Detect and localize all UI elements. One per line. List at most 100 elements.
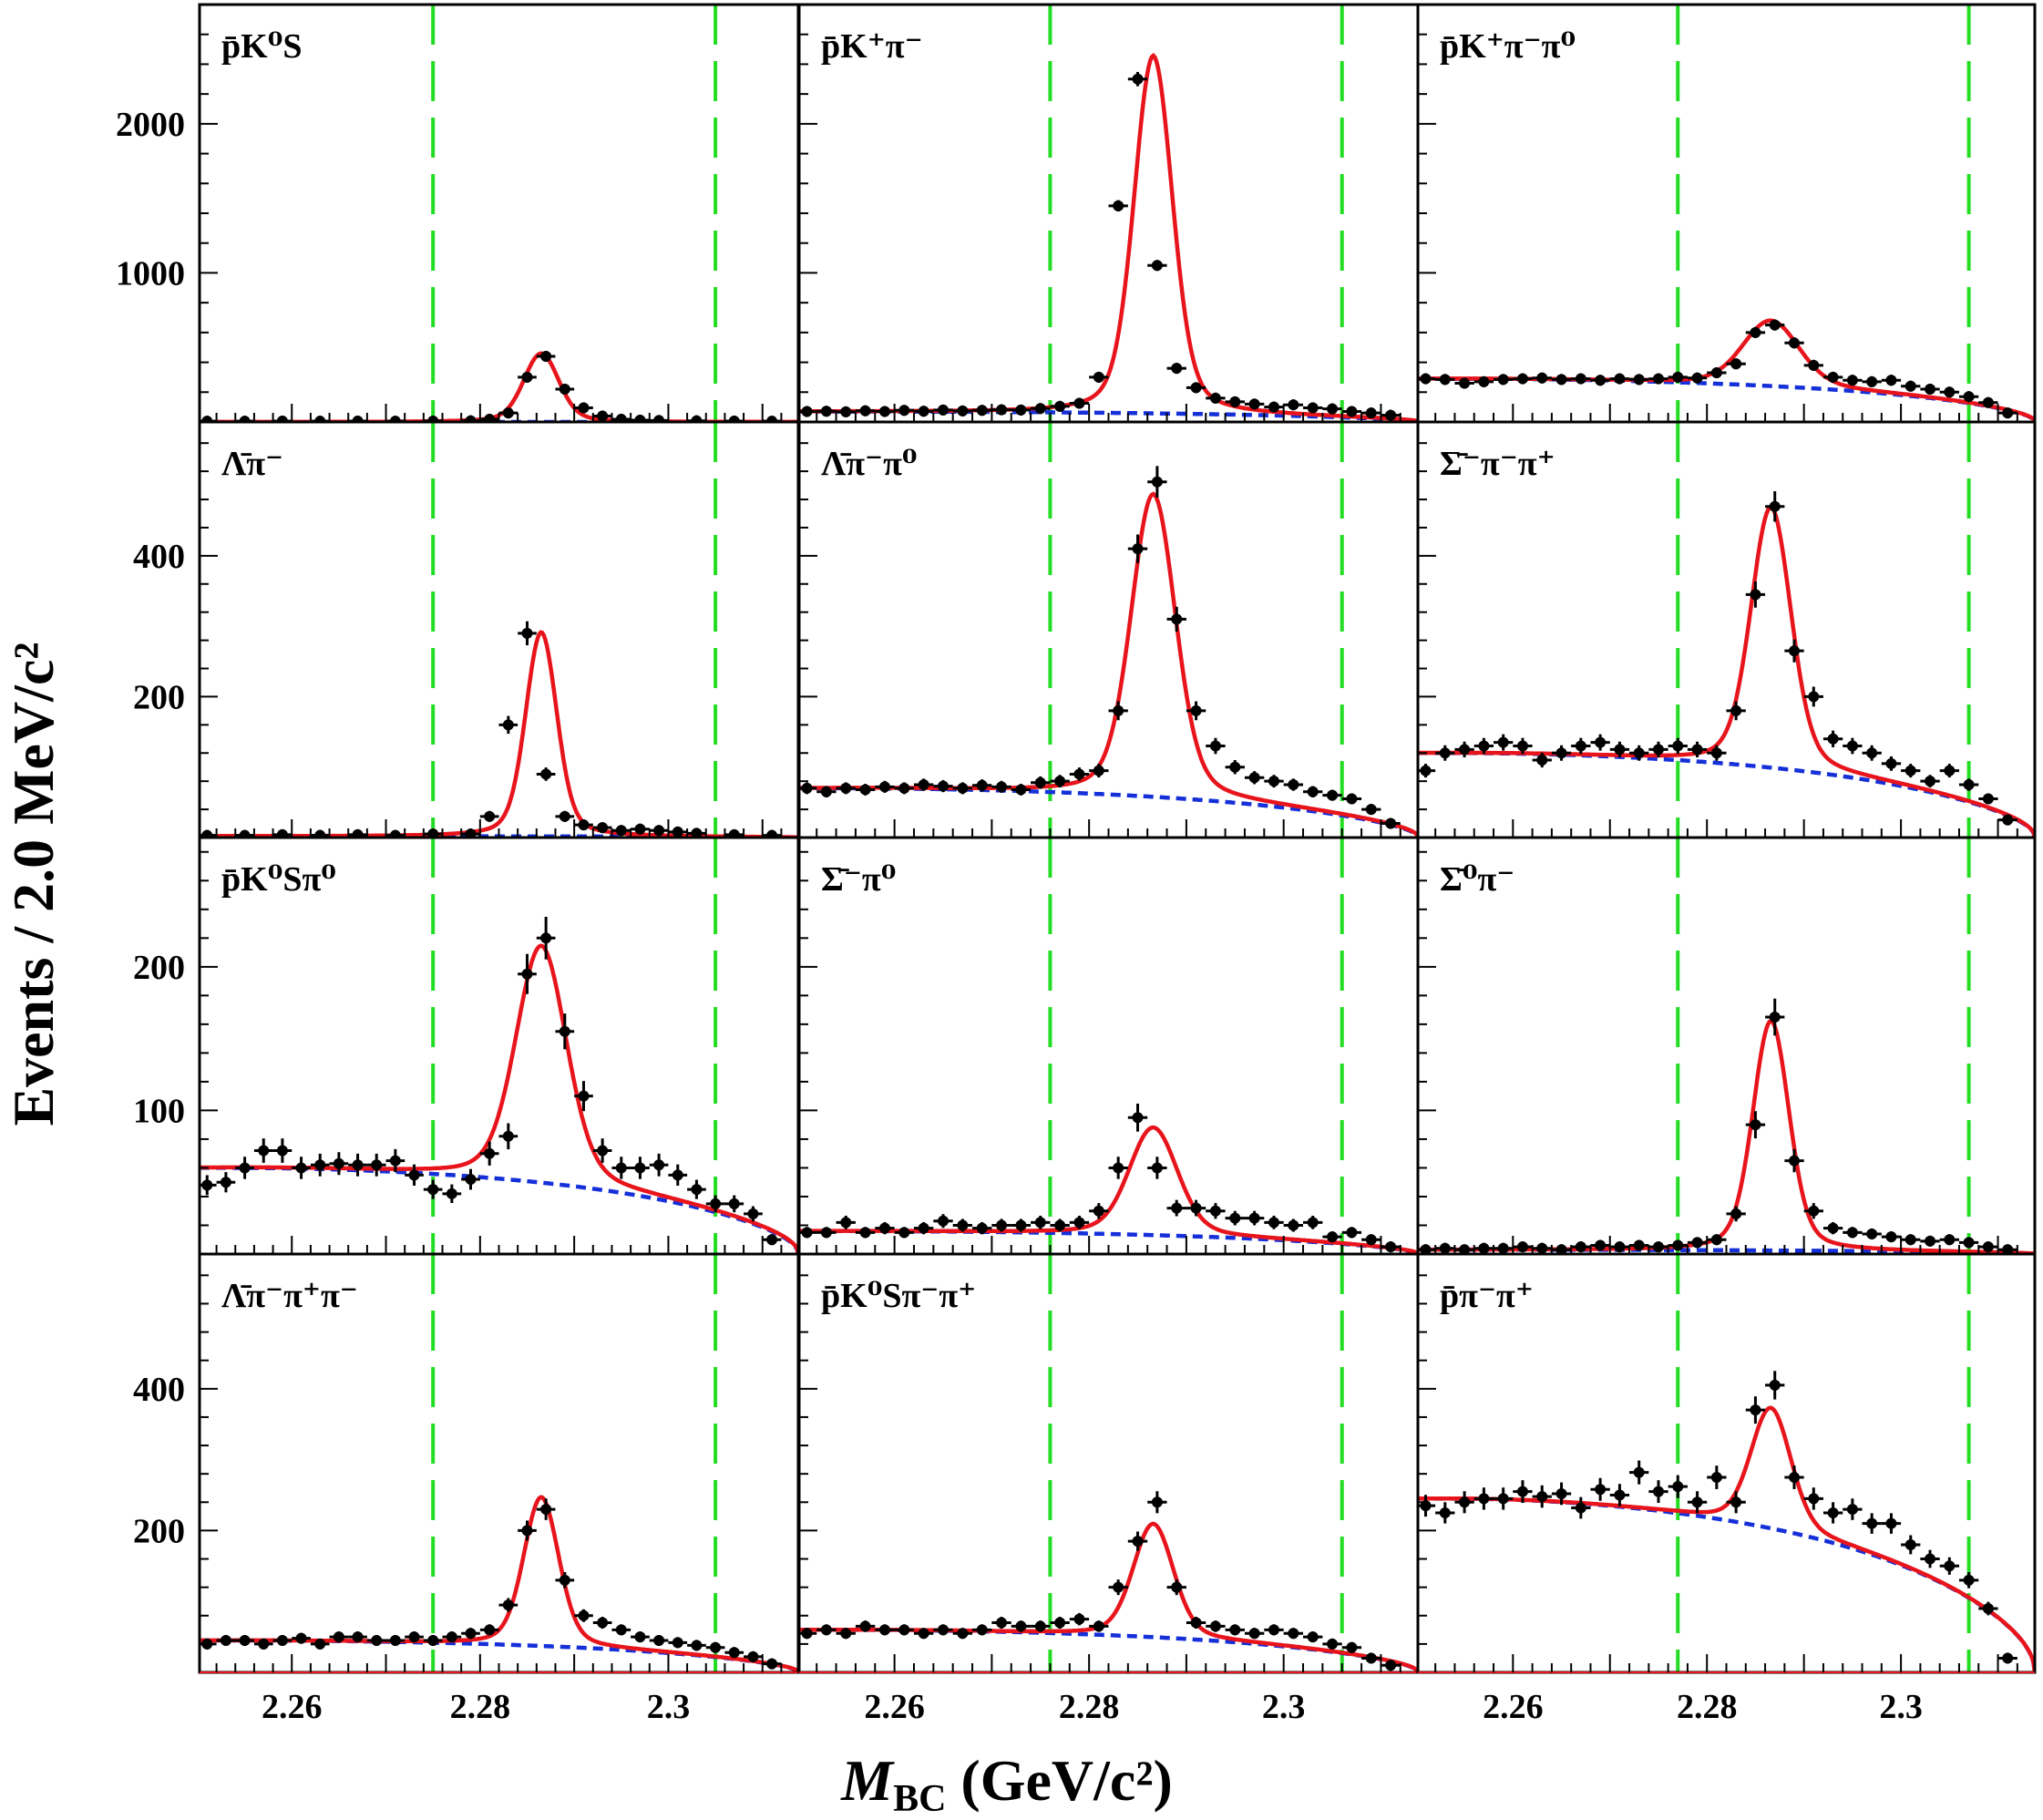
data-point — [972, 1624, 992, 1636]
data-point — [1532, 372, 1552, 384]
data-point — [1707, 745, 1727, 761]
data-point — [423, 1634, 443, 1646]
data-point — [423, 1179, 443, 1199]
data-point — [687, 1640, 706, 1651]
data-point — [1206, 392, 1226, 404]
data-point — [913, 406, 934, 417]
data-point — [933, 404, 953, 416]
data-point — [1186, 1617, 1206, 1630]
data-point — [1473, 1487, 1494, 1510]
data-point — [1668, 1239, 1688, 1251]
data-point — [611, 825, 631, 837]
panel-frame — [1416, 3, 2037, 424]
panel-frame — [198, 420, 800, 839]
data-point — [1901, 1535, 1921, 1555]
data-point — [1862, 1228, 1882, 1239]
data-point — [1822, 1221, 1843, 1235]
data-point — [1707, 367, 1727, 379]
data-point — [216, 1172, 236, 1193]
data-point — [1303, 786, 1323, 797]
data-point — [816, 1227, 837, 1239]
data-point — [1765, 1371, 1785, 1400]
data-point — [498, 1598, 518, 1612]
data-point — [1089, 1203, 1109, 1219]
data-point — [894, 782, 914, 795]
data-point — [1011, 1620, 1032, 1632]
data-point — [972, 405, 992, 416]
plot-area — [799, 1254, 1418, 1672]
panel-title: Λ̄π⁻ — [221, 445, 283, 483]
data-point — [1454, 741, 1474, 758]
data-point — [724, 1647, 744, 1659]
data-point — [705, 1641, 725, 1653]
data-point — [991, 404, 1011, 416]
data-point — [1089, 371, 1109, 383]
data-point — [1089, 764, 1109, 778]
data-point — [631, 1157, 650, 1179]
data-point — [1225, 759, 1245, 775]
data-point — [1920, 775, 1940, 788]
data-point — [1283, 399, 1304, 411]
plot-area — [200, 1254, 798, 1672]
data-point — [1668, 371, 1688, 383]
y-axis-label: Events / 2.0 MeV/c² — [1, 642, 66, 1126]
data-point — [1745, 1396, 1766, 1424]
data-point — [1244, 771, 1265, 785]
data-point — [1264, 1215, 1284, 1229]
data-point — [1687, 1237, 1708, 1249]
data-point — [1609, 1241, 1630, 1253]
data-point — [875, 406, 895, 417]
y-tick-label: 1000 — [116, 254, 185, 293]
data-point — [631, 823, 650, 835]
data-point — [1011, 1218, 1032, 1232]
data-point — [1303, 402, 1323, 414]
data-point — [1513, 737, 1533, 755]
data-point — [1939, 386, 1959, 398]
background-curve — [1418, 1496, 2035, 1672]
data-point — [1322, 789, 1342, 801]
panel-frame — [1416, 1252, 2037, 1674]
data-point — [1186, 382, 1206, 394]
data-point — [1609, 373, 1630, 385]
data-point — [1843, 737, 1863, 755]
data-point — [310, 1638, 330, 1650]
data-point — [200, 1175, 217, 1196]
data-point — [1765, 490, 1785, 522]
data-point — [1435, 745, 1455, 761]
data-point — [705, 1195, 725, 1213]
data-point — [479, 1141, 499, 1166]
panel-frame — [1416, 420, 2037, 839]
data-point — [1648, 1480, 1668, 1504]
data-point — [292, 1632, 311, 1644]
data-point — [1283, 1218, 1304, 1232]
data-point — [1264, 775, 1284, 788]
data-point — [1147, 466, 1167, 499]
fit-curve — [200, 943, 798, 1254]
data-point — [1881, 375, 1902, 386]
panel-frame — [198, 836, 800, 1256]
data-point — [1494, 1242, 1514, 1254]
data-point — [649, 415, 669, 422]
y-tick-label: 400 — [133, 538, 185, 576]
x-tick-label: 2.28 — [1677, 1688, 1738, 1726]
data-point — [1920, 1549, 1940, 1568]
data-point — [1108, 1579, 1128, 1596]
data-point — [1341, 793, 1362, 805]
data-point — [1590, 375, 1610, 386]
data-point — [479, 414, 499, 422]
data-point — [724, 828, 744, 838]
data-point — [272, 1634, 293, 1646]
data-point — [1303, 1631, 1323, 1643]
data-point — [292, 1157, 311, 1179]
panel-2: p̄K⁺π⁻ — [797, 3, 1420, 424]
panel-grid: 1000 2000 p̄K⁰S p̄K⁺π⁻ p̄K⁺π⁻π⁰ 200 400 Λ̄π⁻ Λ̄π… — [116, 3, 2037, 1726]
panel-frame — [198, 3, 800, 424]
panel-title: p̄K⁺π⁻ — [821, 27, 923, 66]
data-point — [1648, 741, 1668, 758]
data-point — [687, 828, 706, 838]
data-point — [1473, 1242, 1494, 1254]
data-point — [574, 1081, 593, 1112]
data-point — [952, 1218, 973, 1232]
plot-area — [200, 5, 798, 422]
data-point — [836, 406, 856, 417]
